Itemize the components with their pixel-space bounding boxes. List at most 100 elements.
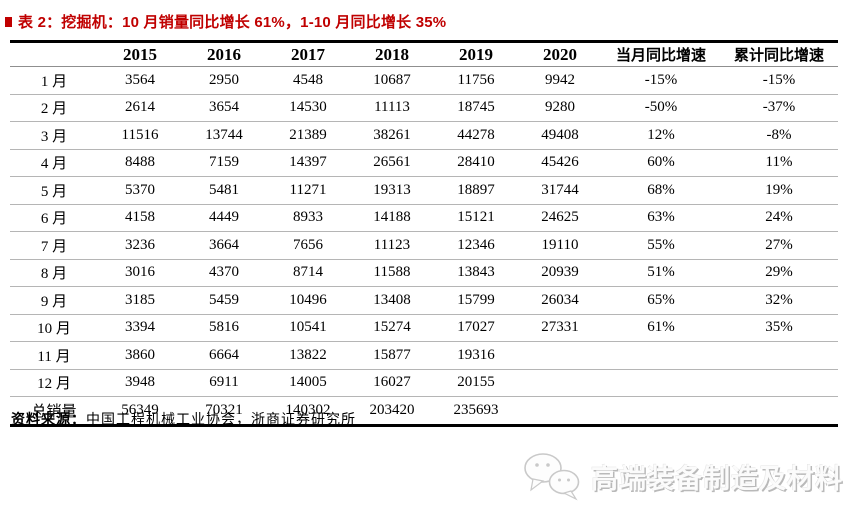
- watermark-text: 高端装备制造及材料: [591, 463, 843, 494]
- cell-value: 61%: [602, 314, 720, 342]
- cell-value: 4548: [266, 66, 350, 95]
- column-header-2018: 2018: [350, 41, 434, 67]
- column-header-2016: 2016: [182, 41, 266, 67]
- cell-value: 15121: [434, 204, 518, 232]
- cell-value: 18745: [434, 94, 518, 122]
- cell-value: 15274: [350, 314, 434, 342]
- watermark: 高端装备制造及材料: [521, 450, 843, 502]
- row-label: 11 月: [10, 341, 98, 370]
- cell-value: 32%: [720, 286, 838, 315]
- cell-value: 3654: [182, 94, 266, 122]
- cell-value: 2950: [182, 66, 266, 95]
- cell-value: [602, 341, 720, 370]
- excavator-sales-table: 2015 2016 2017 2018 2019 2020 当月同比增速 累计同…: [10, 40, 838, 427]
- cell-value: 65%: [602, 286, 720, 315]
- cell-value: 19313: [350, 176, 434, 205]
- cell-value: 55%: [602, 231, 720, 260]
- cell-value: 29%: [720, 259, 838, 287]
- cell-value: 8488: [98, 149, 182, 177]
- cell-value: 70321: [205, 401, 243, 418]
- table-row: 12 月 3948 6911 14005 16027 20155: [10, 369, 838, 397]
- table-row: 4 月 8488 7159 14397 26561 28410 45426 60% 11%: [10, 149, 838, 177]
- cell-value: 140302: [285, 401, 331, 418]
- cell-value: -37%: [720, 94, 838, 122]
- row-label: 9 月: [10, 286, 98, 315]
- row-label: 12 月: [10, 369, 98, 397]
- cell-value: 10496: [266, 286, 350, 315]
- row-label: 3 月: [10, 121, 98, 150]
- cell-value: -8%: [720, 121, 838, 150]
- cell-value: 15877: [350, 341, 434, 370]
- row-label: 总销量: [31, 403, 77, 420]
- cell-value: 11588: [350, 259, 434, 287]
- cell-value: 44278: [434, 121, 518, 150]
- column-header-2015: 2015: [98, 41, 182, 67]
- table-row: 总销量 56349 70321 140302 203420 235693: [10, 397, 838, 426]
- row-label: 10 月: [10, 314, 98, 342]
- cell-value: 45426: [518, 149, 602, 177]
- row-label: 4 月: [10, 149, 98, 177]
- table-title-text: 表 2：挖掘机：10 月销量同比增长 61%，1-10 月同比增长 35%: [18, 14, 447, 31]
- column-header-2020: 2020: [518, 41, 602, 67]
- cell-value: 11516: [98, 121, 182, 150]
- cell-value: 14005: [266, 369, 350, 397]
- cell-value: 19316: [434, 341, 518, 370]
- cell-value: 13744: [182, 121, 266, 150]
- row-label: 2 月: [10, 94, 98, 122]
- cell-value: 27%: [720, 231, 838, 260]
- cell-value: 5816: [182, 314, 266, 342]
- cell-value: -15%: [602, 66, 720, 95]
- table-row: 8 月 3016 4370 8714 11588 13843 20939 51% 29%: [10, 259, 838, 287]
- cell-value: 9280: [518, 94, 602, 122]
- cell-value: 10687: [350, 66, 434, 95]
- cell-value: 11271: [266, 176, 350, 205]
- cell-value: [720, 397, 838, 426]
- cell-value: [720, 341, 838, 370]
- cell-value: [518, 341, 602, 370]
- cell-value: 49408: [518, 121, 602, 150]
- cell-value: 38261: [350, 121, 434, 150]
- cell-value: [518, 397, 602, 426]
- cell-value: 11%: [720, 149, 838, 177]
- cell-value: 13822: [266, 341, 350, 370]
- cell-value: 20155: [434, 369, 518, 397]
- cell-value: 8933: [266, 204, 350, 232]
- cell-value: 203420: [369, 401, 415, 418]
- cell-value: 3016: [98, 259, 182, 287]
- title-bullet-marker: [5, 16, 12, 27]
- row-label: 7 月: [10, 231, 98, 260]
- cell-value: 5370: [98, 176, 182, 205]
- source-line: 资料来源：中国工程机械工业协会，浙商证券研究所: [11, 409, 356, 429]
- cell-value: 20939: [518, 259, 602, 287]
- cell-value: 51%: [602, 259, 720, 287]
- cell-value: [602, 369, 720, 397]
- cell-value: 28410: [434, 149, 518, 177]
- cell-value: 31744: [518, 176, 602, 205]
- cell-value: 12346: [434, 231, 518, 260]
- cell-value: 14397: [266, 149, 350, 177]
- table-body: 1 月 3564 2950 4548 10687 11756 9942 -15% -15% 2 月…: [10, 66, 838, 426]
- table-row: 2 月 2614 3654 14530 11113 18745 9280 -50% -37%: [10, 94, 838, 122]
- cell-value: 3664: [182, 231, 266, 260]
- cell-value: 3236: [98, 231, 182, 260]
- table-row: 11 月 3860 6664 13822 15877 19316: [10, 341, 838, 370]
- cell-value: 7159: [182, 149, 266, 177]
- cell-value: -15%: [720, 66, 838, 95]
- cell-value: 4370: [182, 259, 266, 287]
- cell-value: 63%: [602, 204, 720, 232]
- table-title: 表 2：挖掘机：10 月销量同比增长 61%，1-10 月同比增长 35%: [5, 11, 446, 32]
- table-row: 10 月 3394 5816 10541 15274 17027 27331 61% 35%: [10, 314, 838, 342]
- cell-value: 5481: [182, 176, 266, 205]
- cell-value: 3860: [98, 341, 182, 370]
- column-header-2017: 2017: [266, 41, 350, 67]
- table-row: 5 月 5370 5481 11271 19313 18897 31744 68% 19%: [10, 176, 838, 205]
- cell-value: -50%: [602, 94, 720, 122]
- cell-value: 13843: [434, 259, 518, 287]
- row-label: 8 月: [10, 259, 98, 287]
- cell-value: 3564: [98, 66, 182, 95]
- cell-value: 12%: [602, 121, 720, 150]
- cell-value: 2614: [98, 94, 182, 122]
- source-text: 中国工程机械工业协会，浙商证券研究所: [86, 413, 356, 428]
- column-header-2019: 2019: [434, 41, 518, 67]
- column-header-cumulative-yoy: 累计同比增速: [720, 41, 838, 67]
